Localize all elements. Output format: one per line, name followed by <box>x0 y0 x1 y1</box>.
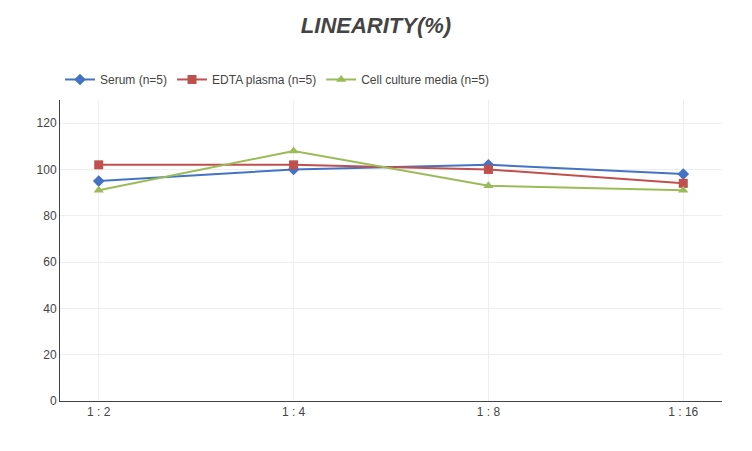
svg-text:LINEARITY(%): LINEARITY(%) <box>301 13 451 38</box>
svg-text:Serum (n=5): Serum (n=5) <box>100 73 167 87</box>
svg-text:120: 120 <box>37 116 57 130</box>
svg-text:40: 40 <box>43 302 57 316</box>
svg-text:1 : 16: 1 : 16 <box>668 405 698 419</box>
svg-text:Cell culture media (n=5): Cell culture media (n=5) <box>361 73 489 87</box>
svg-text:EDTA plasma (n=5): EDTA plasma (n=5) <box>212 73 316 87</box>
svg-text:1 : 2: 1 : 2 <box>87 405 111 419</box>
svg-text:1 : 8: 1 : 8 <box>477 405 501 419</box>
svg-text:100: 100 <box>37 163 57 177</box>
svg-text:0: 0 <box>50 394 57 408</box>
svg-text:80: 80 <box>43 209 57 223</box>
svg-text:20: 20 <box>43 348 57 362</box>
svg-text:1 : 4: 1 : 4 <box>282 405 306 419</box>
svg-text:60: 60 <box>43 255 57 269</box>
